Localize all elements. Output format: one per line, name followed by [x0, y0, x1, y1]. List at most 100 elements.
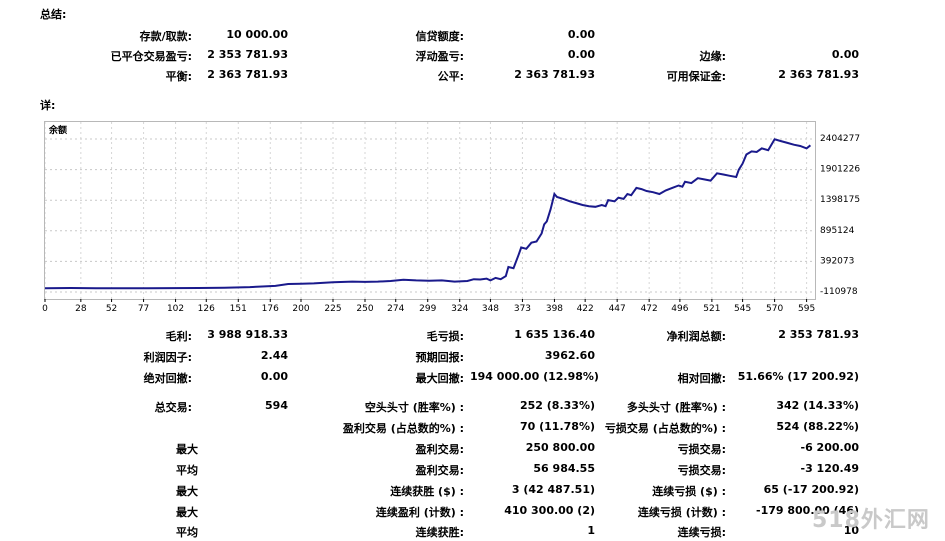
- watermark-logo: 518外汇网: [812, 508, 930, 533]
- margin-value: 0.00: [831, 48, 859, 61]
- expected-payoff-value: 3962.60: [544, 349, 595, 362]
- credit-label: 信贷额度:: [415, 30, 464, 43]
- x-tick-label: 126: [198, 304, 215, 314]
- max-drawdown-label: 最大回撤:: [415, 372, 464, 385]
- avg-loss-label: 亏损交易:: [677, 464, 726, 477]
- rel-drawdown-value: 51.66% (17 200.92): [737, 370, 859, 383]
- y-tick-label: 1901226: [820, 165, 860, 175]
- avg-consec-losses-value: 10: [843, 524, 859, 537]
- balance-value: 2 363 781.93: [207, 68, 288, 81]
- balance-chart-svg: 余额: [45, 122, 815, 299]
- x-tick-label: 0: [42, 304, 48, 314]
- abs-drawdown-value: 0.00: [260, 370, 288, 383]
- y-tick-label: -110978: [820, 287, 858, 297]
- net-profit-label: 净利润总额:: [666, 330, 726, 343]
- max-consec-loss-label: 连续亏损 (计数) :: [637, 506, 726, 519]
- largest-profit-value: 250 800.00: [525, 441, 595, 454]
- y-tick-label: 2404277: [820, 134, 860, 144]
- balance-chart: 余额: [44, 121, 816, 300]
- max-consec-label: 最大: [176, 485, 198, 498]
- chart-legend: 余额: [48, 124, 67, 136]
- avg-profit-label: 盈利交易:: [415, 464, 464, 477]
- long-positions-label: 多头头寸 (胜率%) :: [626, 401, 726, 414]
- free-margin-label: 可用保证金:: [666, 70, 726, 83]
- x-tick-label: 398: [546, 304, 563, 314]
- loss-trades-label: 亏损交易 (占总数的%) :: [604, 422, 726, 435]
- x-tick-label: 176: [262, 304, 279, 314]
- max-consec-count-label: 最大: [176, 506, 198, 519]
- x-tick-label: 348: [482, 304, 499, 314]
- x-tick-label: 324: [451, 304, 468, 314]
- short-positions-value: 252 (8.33%): [519, 399, 595, 412]
- x-tick-label: 250: [356, 304, 373, 314]
- x-tick-label: 496: [671, 304, 688, 314]
- free-margin-value: 2 363 781.93: [778, 68, 859, 81]
- margin-label: 边缘:: [699, 50, 726, 63]
- y-tick-label: 895124: [820, 226, 855, 236]
- max-consec-losses-value: 65 (-17 200.92): [763, 483, 859, 496]
- x-tick-label: 52: [106, 304, 117, 314]
- deposit-label: 存款/取款:: [139, 30, 192, 43]
- avg-consec-wins-label: 连续获胜:: [415, 526, 464, 539]
- credit-value: 0.00: [567, 28, 595, 41]
- gross-loss-label: 毛亏损:: [426, 330, 464, 343]
- closed-pl-value: 2 353 781.93: [207, 48, 288, 61]
- details-title: 详:: [40, 99, 56, 112]
- abs-drawdown-label: 绝对回撤:: [143, 372, 192, 385]
- avg-consec-losses-label: 连续亏损:: [677, 526, 726, 539]
- avg-consec-wins-value: 1: [587, 524, 595, 537]
- x-tick-label: 422: [577, 304, 594, 314]
- gross-profit-label: 毛利:: [165, 330, 192, 343]
- profit-factor-value: 2.44: [260, 349, 288, 362]
- max-consec-losses-label: 连续亏损 ($) :: [652, 485, 726, 498]
- largest-label: 最大: [176, 443, 198, 456]
- largest-loss-value: -6 200.00: [800, 441, 860, 454]
- total-trades-value: 594: [265, 399, 288, 412]
- net-profit-value: 2 353 781.93: [778, 328, 859, 341]
- balance-line: [45, 138, 812, 290]
- loss-trades-value: 524 (88.22%): [776, 420, 859, 433]
- summary-title: 总结:: [40, 8, 67, 21]
- profit-trades-value: 70 (11.78%): [519, 420, 595, 433]
- largest-loss-label: 亏损交易:: [677, 443, 726, 456]
- equity-label: 公平:: [437, 70, 464, 83]
- avg-profit-value: 56 984.55: [533, 462, 595, 475]
- x-tick-label: 151: [230, 304, 247, 314]
- x-tick-label: 472: [641, 304, 658, 314]
- equity-value: 2 363 781.93: [514, 68, 595, 81]
- x-tick-label: 373: [514, 304, 531, 314]
- total-trades-label: 总交易:: [154, 401, 192, 414]
- closed-pl-label: 已平仓交易盈亏:: [110, 50, 192, 63]
- x-tick-label: 200: [292, 304, 309, 314]
- avg-loss-value: -3 120.49: [800, 462, 860, 475]
- x-tick-label: 28: [75, 304, 87, 314]
- x-tick-label: 299: [419, 304, 436, 314]
- largest-profit-label: 盈利交易:: [415, 443, 464, 456]
- deposit-value: 10 000.00: [226, 28, 288, 41]
- x-tick-label: 545: [734, 304, 751, 314]
- max-drawdown-value: 194 000.00 (12.98%): [470, 370, 599, 383]
- gross-profit-value: 3 988 918.33: [207, 328, 288, 341]
- x-tick-label: 77: [138, 304, 149, 314]
- rel-drawdown-label: 相对回撤:: [677, 372, 726, 385]
- x-tick-label: 521: [703, 304, 720, 314]
- x-tick-label: 595: [798, 304, 815, 314]
- short-positions-label: 空头头寸 (胜率%) :: [364, 401, 464, 414]
- floating-pl-label: 浮动盈亏:: [415, 50, 464, 63]
- max-consec-loss-value: -179 800.00 (46): [756, 504, 859, 517]
- long-positions-value: 342 (14.33%): [776, 399, 859, 412]
- average-label: 平均: [176, 464, 198, 477]
- floating-pl-value: 0.00: [567, 48, 595, 61]
- x-tick-label: 225: [324, 304, 341, 314]
- max-consec-wins-label: 连续获胜 ($) :: [390, 485, 464, 498]
- max-consec-profit-value: 410 300.00 (2): [504, 504, 595, 517]
- x-tick-label: 447: [609, 304, 626, 314]
- y-tick-label: 1398175: [820, 195, 860, 205]
- avg-consec-label: 平均: [176, 526, 198, 539]
- gross-loss-value: 1 635 136.40: [514, 328, 595, 341]
- x-tick-label: 274: [387, 304, 404, 314]
- expected-payoff-label: 预期回报:: [415, 351, 464, 364]
- profit-trades-label: 盈利交易 (占总数的%) :: [342, 422, 464, 435]
- max-consec-wins-value: 3 (42 487.51): [511, 483, 595, 496]
- max-consec-profit-label: 连续盈利 (计数) :: [375, 506, 464, 519]
